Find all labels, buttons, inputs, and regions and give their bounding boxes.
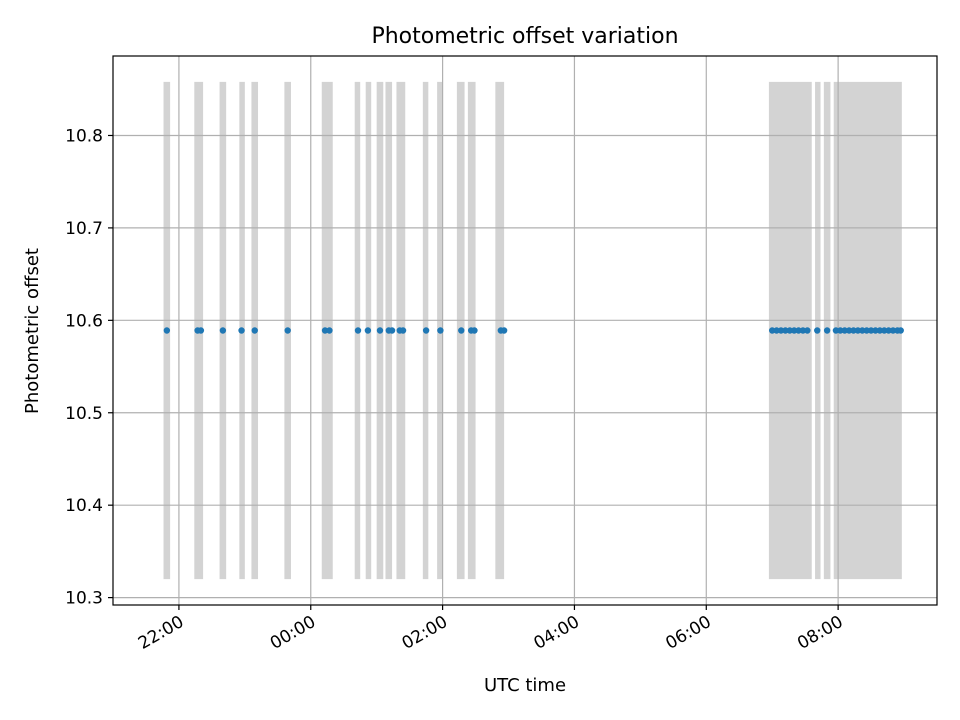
y-ticks-layer: 10.3 10.4 10.5 10.6 10.7 10.8 xyxy=(65,126,113,609)
data-point xyxy=(238,327,245,334)
data-point xyxy=(458,327,465,334)
data-point xyxy=(881,327,888,334)
x-axis-label: UTC time xyxy=(484,675,566,696)
data-point xyxy=(799,327,807,334)
data-point xyxy=(897,327,904,334)
data-point xyxy=(219,327,227,334)
data-point xyxy=(777,327,785,334)
y-tick-label: 10.3 xyxy=(65,589,103,609)
y-tick-label: 10.5 xyxy=(65,404,103,424)
data-point xyxy=(885,327,892,334)
points-layer xyxy=(163,327,904,334)
chart-title: Photometric offset variation xyxy=(371,24,678,49)
data-point xyxy=(163,327,171,334)
data-point xyxy=(326,327,333,334)
data-point xyxy=(354,327,362,334)
data-point xyxy=(388,327,396,334)
data-point xyxy=(773,327,780,334)
data-point xyxy=(471,327,478,334)
data-point xyxy=(832,327,840,334)
data-point xyxy=(845,327,853,334)
data-point xyxy=(859,327,866,334)
data-point xyxy=(823,327,831,334)
data-point xyxy=(837,327,844,334)
y-tick-label: 10.8 xyxy=(65,126,103,146)
data-point xyxy=(867,327,875,334)
grid-layer xyxy=(113,56,937,605)
data-point xyxy=(786,327,793,334)
data-point xyxy=(437,327,444,334)
data-point xyxy=(422,327,430,334)
data-point xyxy=(850,327,857,334)
data-point xyxy=(804,327,811,334)
data-point xyxy=(876,327,884,334)
data-point xyxy=(500,327,508,334)
y-tick-label: 10.4 xyxy=(65,496,103,516)
data-point xyxy=(790,327,798,334)
y-axis-label: Photometric offset xyxy=(22,248,43,414)
data-point xyxy=(889,327,897,334)
data-point xyxy=(814,327,821,334)
y-tick-label: 10.7 xyxy=(65,219,103,239)
data-point xyxy=(364,327,372,334)
data-point xyxy=(854,327,862,334)
data-point xyxy=(863,327,870,334)
data-point xyxy=(251,327,258,334)
data-point xyxy=(872,327,879,334)
data-point xyxy=(841,327,848,334)
data-point xyxy=(769,327,776,334)
data-point xyxy=(376,327,384,334)
data-point xyxy=(399,327,407,334)
plot-frame xyxy=(112,55,938,606)
data-point xyxy=(284,327,291,334)
data-point xyxy=(321,327,329,334)
data-point xyxy=(782,327,789,334)
y-tick-label: 10.6 xyxy=(65,311,103,331)
data-point xyxy=(795,327,802,334)
data-point xyxy=(197,327,205,334)
